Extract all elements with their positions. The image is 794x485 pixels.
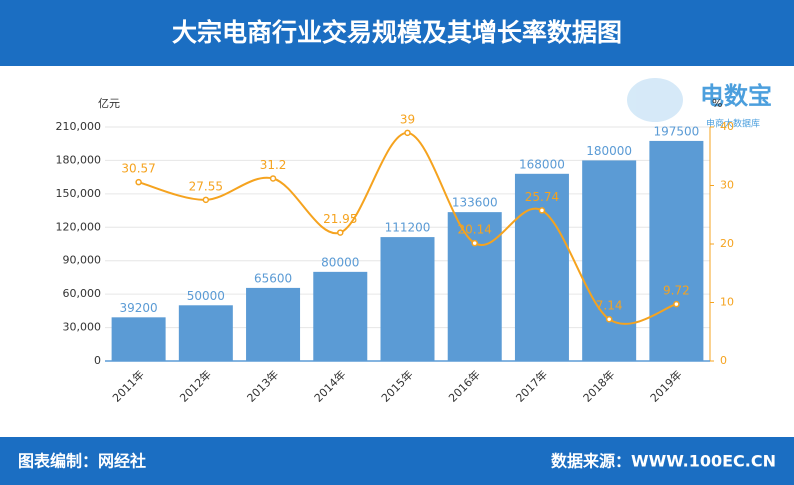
y2-tick-label: 20 bbox=[720, 237, 734, 250]
bar bbox=[178, 305, 233, 361]
y-tick-label: 120,000 bbox=[56, 220, 102, 233]
bar-value-label: 80000 bbox=[321, 255, 359, 269]
line-point bbox=[269, 175, 277, 182]
line-value-label: 9.72 bbox=[663, 284, 690, 298]
bar bbox=[447, 212, 502, 361]
bar bbox=[246, 287, 301, 361]
bar-value-label: 39200 bbox=[120, 301, 158, 315]
bar-value-label: 180000 bbox=[586, 144, 632, 158]
line-value-label: 7.14 bbox=[596, 299, 623, 313]
line-point bbox=[404, 129, 411, 137]
line-value-label: 25.74 bbox=[525, 190, 559, 204]
y2-tick-label: 0 bbox=[720, 354, 727, 367]
line-point bbox=[605, 315, 613, 323]
bar-value-label: 133600 bbox=[452, 196, 498, 210]
y2-tick-label: 10 bbox=[720, 296, 734, 309]
y-tick-label: 150,000 bbox=[56, 187, 102, 200]
logo-cloud bbox=[627, 78, 683, 122]
line-value-label: 31.2 bbox=[260, 158, 287, 172]
line-value-label: 27.55 bbox=[189, 179, 223, 193]
logo-name: 电数宝 bbox=[700, 82, 772, 110]
line-value-label: 20.14 bbox=[458, 223, 492, 237]
y2-axis-unit: % bbox=[712, 97, 722, 110]
y-tick-label: 90,000 bbox=[63, 254, 102, 267]
y-tick-label: 210,000 bbox=[56, 120, 102, 133]
line-value-label: 21.95 bbox=[323, 212, 357, 226]
footer-left: 图表编制：网经社 bbox=[18, 452, 146, 471]
bar bbox=[380, 237, 435, 361]
line-point bbox=[538, 207, 546, 214]
y-axis-unit: 亿元 bbox=[98, 97, 120, 110]
y2-tick-label: 30 bbox=[720, 179, 734, 192]
line-point bbox=[471, 239, 478, 247]
footer-band bbox=[0, 437, 794, 485]
logo: 电数宝 电商大数据库 bbox=[627, 78, 772, 130]
page-title: 大宗电商行业交易规模及其增长率数据图 bbox=[172, 18, 622, 47]
y-tick-label: 180,000 bbox=[56, 153, 102, 166]
y-tick-label: 0 bbox=[94, 354, 101, 367]
y-tick-label: 60,000 bbox=[63, 287, 102, 300]
line-point bbox=[135, 178, 142, 186]
line-point bbox=[337, 229, 344, 236]
bar-value-label: 168000 bbox=[519, 157, 565, 171]
line-point bbox=[673, 300, 680, 308]
bar bbox=[649, 140, 704, 361]
header-band bbox=[0, 0, 794, 66]
bar-value-label: 65600 bbox=[254, 271, 292, 285]
line-value-label: 39 bbox=[400, 112, 415, 126]
logo-tagline: 电商大数据库 bbox=[706, 118, 760, 130]
bar bbox=[582, 160, 637, 361]
bar-value-label: 197500 bbox=[653, 124, 699, 138]
bar-value-label: 111200 bbox=[385, 221, 431, 235]
line-value-label: 30.57 bbox=[121, 162, 155, 176]
bar-value-label: 50000 bbox=[187, 289, 225, 303]
bar bbox=[514, 173, 569, 361]
bar bbox=[313, 271, 368, 361]
line bbox=[138, 131, 677, 325]
y-tick-label: 30,000 bbox=[63, 321, 102, 334]
line-point bbox=[202, 196, 210, 204]
y2-tick-label: 40 bbox=[720, 120, 734, 133]
footer-right: 数据来源：WWW.100EC.CN bbox=[551, 452, 776, 471]
bar bbox=[111, 317, 166, 361]
